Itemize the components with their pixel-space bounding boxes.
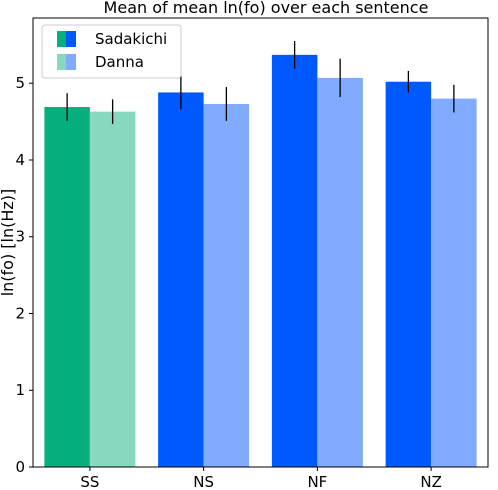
bar-sadakichi-nz — [385, 81, 432, 467]
legend-box — [41, 24, 182, 79]
y-tick-label: 4 — [15, 151, 25, 169]
y-tick-label: 5 — [15, 74, 25, 92]
legend-swatch-right — [66, 54, 76, 70]
bar-sadakichi-nf — [271, 54, 318, 467]
x-tick-label: NF — [307, 473, 327, 490]
legend: Sadakichi Danna — [41, 24, 182, 79]
y-tick-label: 2 — [15, 304, 25, 322]
bar-sadakichi-ns — [158, 92, 204, 467]
legend-swatch-left — [57, 31, 66, 47]
bar-danna-ss — [89, 111, 136, 467]
legend-swatch-left — [57, 54, 66, 70]
bar-sadakichi-ss — [44, 107, 90, 468]
legend-label-danna: Danna — [95, 53, 144, 71]
bar-danna-nf — [317, 77, 363, 467]
x-tick-label: SS — [80, 473, 99, 490]
plot-area — [44, 41, 477, 468]
x-tick-label: NZ — [420, 473, 442, 490]
y-tick-label: 3 — [15, 228, 25, 246]
x-tick-label: NS — [193, 473, 214, 490]
y-tick-label: 1 — [15, 381, 25, 399]
legend-swatch-right — [66, 31, 76, 47]
y-axis-title: ln(fo) [ln(Hz)] — [0, 189, 17, 297]
axes-frame — [32, 17, 489, 468]
y-tick-label: 0 — [15, 458, 25, 476]
axis-ticks: SS NS NF NZ 0 1 2 3 4 5 — [15, 74, 441, 490]
bar-danna-nz — [431, 98, 477, 467]
legend-label-sadakichi: Sadakichi — [95, 30, 167, 48]
chart-title: Mean of mean ln(fo) over each sentence — [104, 0, 429, 17]
bar-danna-ns — [203, 103, 250, 467]
